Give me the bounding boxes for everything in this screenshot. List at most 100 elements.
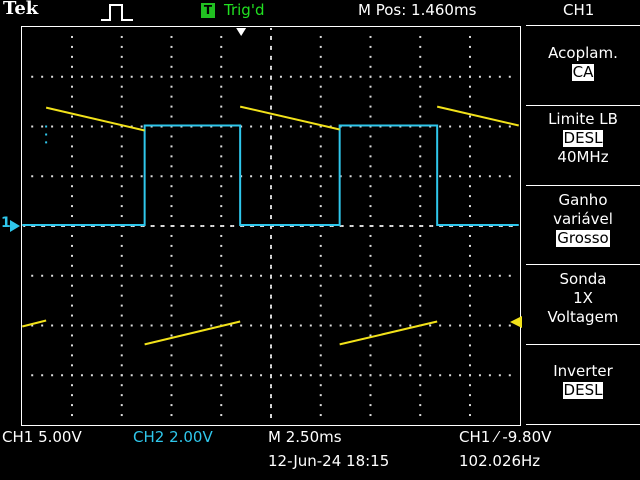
graticule-dot <box>309 374 312 377</box>
graticule-dot <box>220 344 223 347</box>
graticule-dot <box>319 284 322 287</box>
graticule-dot <box>270 127 272 130</box>
graticule-dot <box>170 234 173 237</box>
graticule-dot <box>369 284 372 287</box>
graticule-dot <box>210 324 213 327</box>
graticule-dot <box>469 105 471 108</box>
graticule-dot <box>71 145 73 148</box>
graticule-dot <box>120 264 123 267</box>
graticule-dot <box>71 205 73 208</box>
graticule-dot <box>150 374 153 377</box>
graticule-dot <box>359 225 362 227</box>
graticule-dot <box>329 374 332 377</box>
graticule-dot <box>190 274 193 277</box>
graticule-dot <box>289 175 292 178</box>
graticule-dot <box>140 274 143 277</box>
graticule-dot <box>349 374 352 377</box>
graticule-dot <box>220 145 223 148</box>
graticule-dot <box>270 135 272 138</box>
graticule-dot <box>270 274 272 277</box>
graticule-dot <box>419 225 422 227</box>
graticule-dot <box>369 75 372 78</box>
graticule-dot <box>71 185 73 188</box>
graticule-dot <box>319 95 322 98</box>
graticule-dot <box>270 165 272 168</box>
graticule-dot <box>270 167 272 170</box>
graticule-dot <box>319 175 322 178</box>
graticule-dot <box>120 85 123 88</box>
graticule-dot <box>71 374 73 377</box>
graticule-dot <box>439 374 442 377</box>
graticule-dot <box>289 374 292 377</box>
graticule-dot <box>369 374 372 377</box>
graticule-dot <box>230 225 233 227</box>
graticule-dot <box>270 374 272 377</box>
graticule-dot <box>409 175 412 178</box>
graticule-dot <box>431 225 434 227</box>
graticule-dot <box>270 197 272 200</box>
graticule-dot <box>498 125 501 128</box>
graticule-dot <box>469 244 471 247</box>
graticule-dot <box>319 384 322 387</box>
menu-separator <box>526 25 640 26</box>
graticule-dot <box>190 75 193 78</box>
graticule-dot <box>120 105 123 108</box>
graticule-dot <box>270 65 272 68</box>
trigger-position-marker <box>236 27 247 36</box>
bandwidth-limit-menu-item[interactable]: Limite LB DESL 40MHz <box>526 110 640 167</box>
invert-menu-item[interactable]: Inverter DESL <box>526 362 640 400</box>
graticule-dot <box>210 75 213 78</box>
graticule-dot <box>180 225 183 227</box>
graticule-dot <box>270 264 272 267</box>
graticule-dot <box>469 165 471 168</box>
graticule-dot <box>469 354 471 357</box>
graticule-dot <box>419 314 422 317</box>
menu-separator <box>526 185 640 186</box>
graticule-dot <box>319 145 322 148</box>
graticule-dot <box>319 414 322 417</box>
probe-menu-item[interactable]: Sonda 1X Voltagem <box>526 270 640 327</box>
graticule-dot <box>71 244 73 247</box>
graticule-dot <box>71 354 73 357</box>
graticule-dot <box>220 175 223 178</box>
graticule-dot <box>220 85 223 88</box>
graticule-dot <box>160 175 163 178</box>
graticule-dot <box>190 175 193 178</box>
frequency-readout: 102.026Hz <box>459 452 541 470</box>
graticule-dot <box>220 314 223 317</box>
graticule-dot <box>369 105 372 108</box>
graticule-dot <box>270 394 272 397</box>
graticule-dot <box>270 97 272 100</box>
graticule-dot <box>270 95 272 98</box>
graticule-dot <box>270 125 272 128</box>
graticule-dot <box>319 55 322 58</box>
graticule-dot <box>449 175 452 178</box>
graticule-dot <box>170 195 173 198</box>
graticule-dot <box>469 85 471 88</box>
graticule-dot <box>270 147 272 150</box>
ch1-scale-readout: CH1 5.00V <box>2 428 82 446</box>
graticule-dot <box>270 205 272 208</box>
graticule-dot <box>51 324 54 327</box>
graticule-dot <box>120 55 123 58</box>
graticule-dot <box>170 314 173 317</box>
graticule-dot <box>51 175 54 178</box>
graticule-dot <box>170 294 173 297</box>
graticule-dot <box>309 175 312 178</box>
graticule-dot <box>270 346 272 349</box>
graticule-dot <box>419 264 422 267</box>
graticule-dot <box>419 165 422 168</box>
graticule-dot <box>439 125 442 128</box>
variable-gain-menu-item[interactable]: Ganho variável Grosso <box>526 191 640 248</box>
graticule-dot <box>508 274 511 277</box>
coupling-menu-item[interactable]: Acoplam. CA <box>526 44 640 82</box>
graticule-dot <box>419 105 422 108</box>
graticule-dot <box>419 394 422 397</box>
graticule-dot <box>429 175 432 178</box>
graticule-dot <box>140 125 143 128</box>
graticule-dot <box>270 177 272 180</box>
graticule-dot <box>369 135 372 138</box>
graticule-dot <box>369 45 372 48</box>
graticule-dot <box>419 55 422 58</box>
graticule-dot <box>409 274 412 277</box>
